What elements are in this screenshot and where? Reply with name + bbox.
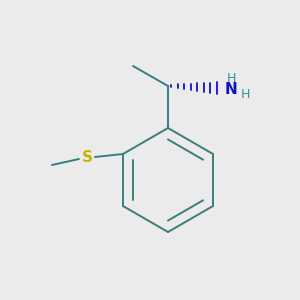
Text: S: S (82, 149, 92, 164)
Text: H: H (241, 88, 250, 100)
Text: N: N (225, 82, 238, 98)
Text: H: H (227, 71, 236, 85)
